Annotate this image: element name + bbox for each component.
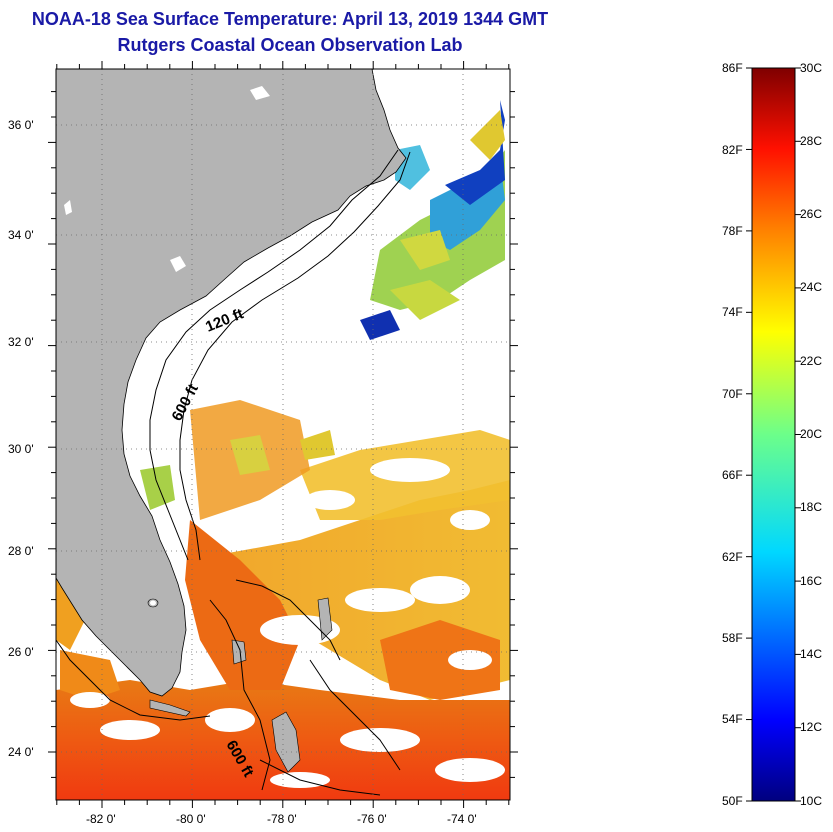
inland-lakes (64, 86, 270, 606)
lon-label-78: -78 0' (267, 812, 297, 826)
lon-label-74: -74 0' (447, 812, 477, 826)
map-subtitle: Rutgers Coastal Ocean Observation Lab (117, 35, 463, 55)
land-islands (147, 597, 333, 773)
lat-label-28: 28 0' (8, 544, 34, 558)
map-ticks (48, 61, 518, 808)
lat-label-34: 34 0' (8, 228, 34, 242)
map-body (56, 69, 510, 800)
lat-label-26: 26 0' (8, 645, 34, 659)
lon-label-76: -76 0' (357, 812, 387, 826)
cb-f-54: 54F (722, 712, 743, 726)
lon-label-82: -82 0' (86, 812, 116, 826)
cb-c-30: 30C (800, 61, 823, 75)
cb-f-82: 82F (722, 143, 743, 157)
lat-label-30: 30 0' (8, 442, 34, 456)
lat-label-36: 36 0' (8, 118, 34, 132)
cb-c-18: 18C (800, 500, 823, 514)
cb-f-70: 70F (722, 387, 743, 401)
cb-c-28: 28C (800, 134, 823, 148)
cb-f-66: 66F (722, 468, 743, 482)
cb-f-86: 86F (722, 61, 743, 75)
land-mainland (56, 69, 407, 697)
cb-c-14: 14C (800, 647, 823, 661)
bathymetry-contours (56, 149, 411, 796)
cb-f-78: 78F (722, 224, 743, 238)
lat-label-24: 24 0' (8, 745, 34, 759)
lat-label-32: 32 0' (8, 335, 34, 349)
cb-f-62: 62F (722, 550, 743, 564)
graticule (56, 69, 510, 800)
cb-c-26: 26C (800, 207, 823, 221)
cb-c-20: 20C (800, 427, 823, 441)
colorbar-gradient (751, 67, 796, 802)
cb-c-12: 12C (800, 720, 823, 734)
cb-c-24: 24C (800, 280, 823, 294)
cb-f-50: 50F (722, 794, 743, 808)
cb-c-22: 22C (800, 354, 823, 368)
cb-c-16: 16C (800, 574, 823, 588)
cb-f-58: 58F (722, 631, 743, 645)
cb-c-10: 10C (800, 794, 823, 808)
map-title: NOAA-18 Sea Surface Temperature: April 1… (31, 9, 549, 29)
lon-label-80: -80 0' (176, 812, 206, 826)
cb-f-74: 74F (722, 305, 743, 319)
colorbar-ticks (746, 67, 801, 802)
